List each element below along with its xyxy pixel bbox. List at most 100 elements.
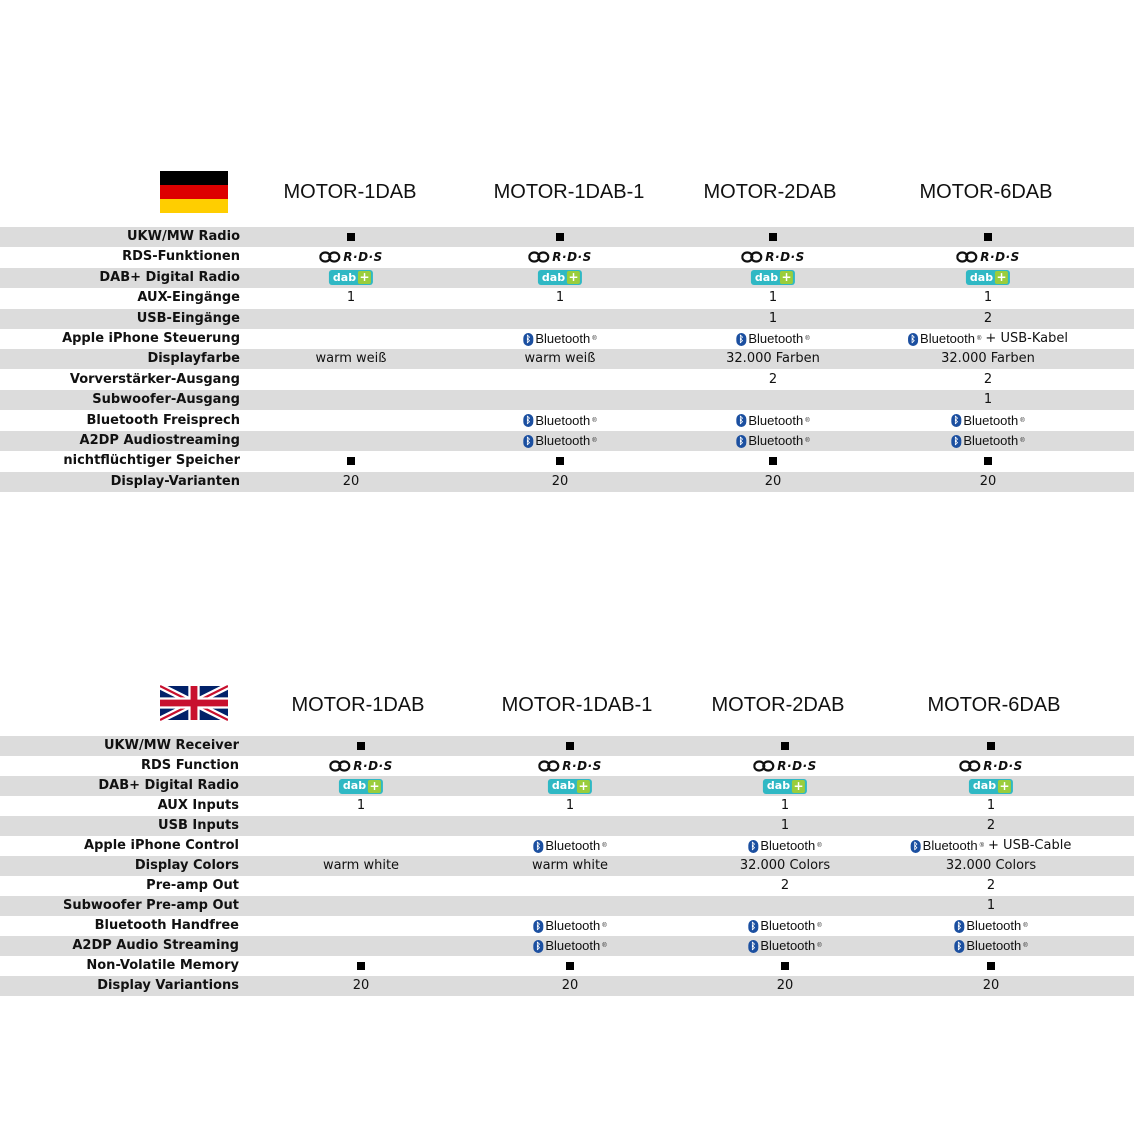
bluetooth-rune-icon: ᛒ — [533, 839, 544, 853]
bluetooth-logo-icon: ᛒ Bluetooth ® — [523, 411, 597, 431]
dab-logo-plus: + — [792, 778, 806, 793]
bluetooth-rune-icon: ᛒ — [736, 332, 747, 346]
rds-logo-text: R·D·S — [980, 250, 1020, 265]
cell-extra-text: + USB-Cable — [988, 838, 1072, 853]
cell-value: 20 — [342, 473, 360, 489]
cell-value: 1 — [565, 798, 575, 813]
bluetooth-rune-icon: ᛒ — [748, 919, 759, 933]
bluetooth-rune-icon: ᛒ — [908, 332, 919, 346]
table-cell: 20 — [765, 472, 782, 492]
bluetooth-rune-icon: ᛒ — [533, 919, 544, 933]
bluetooth-rune-icon: ᛒ — [910, 839, 921, 853]
table-row: RDS Function R·D·S R·D·S R·D·S R·D·S — [0, 756, 1134, 776]
bluetooth-rune-icon: ᛒ — [951, 434, 962, 448]
table-cell — [347, 451, 355, 471]
table-cell: 2 — [781, 876, 789, 896]
bluetooth-logo-icon: ᛒ Bluetooth ® — [951, 431, 1025, 451]
table-cell: 20 — [777, 976, 794, 996]
row-label-box: Subwoofer-Ausgang — [0, 390, 240, 410]
dab-logo-plus: + — [780, 270, 794, 285]
cell-value: 2 — [768, 371, 778, 387]
feature-check-icon — [357, 962, 365, 970]
bluetooth-logo-icon: ᛒ Bluetooth ® — [523, 329, 597, 349]
cell-extra-text: + USB-Kabel — [985, 331, 1068, 346]
row-label-box: Apple iPhone Control — [0, 836, 239, 856]
table-row: USB-Eingänge 1 2 — [0, 308, 1134, 329]
table-cell: ᛒ Bluetooth ® — [951, 411, 1025, 431]
table-cell: ᛒ Bluetooth ® — [954, 936, 1028, 956]
bluetooth-logo-text: Bluetooth — [545, 838, 601, 853]
dab-logo-plus: + — [567, 270, 581, 285]
table-cell: 2 — [984, 370, 992, 390]
dab-logo-plus: + — [998, 778, 1012, 793]
table-cell: ᛒ Bluetooth ® — [736, 329, 810, 349]
bluetooth-logo-text: Bluetooth — [545, 938, 601, 953]
feature-check-icon — [347, 233, 355, 241]
table-cell: 1 — [347, 288, 355, 308]
row-label: Bluetooth Freisprech — [86, 412, 240, 428]
table-cell: 20 — [980, 472, 997, 492]
row-label: Bluetooth Handfree — [94, 918, 239, 933]
table-row: A2DP Audio Streaming ᛒ Bluetooth ® ᛒ Bluetoot… — [0, 936, 1134, 956]
table-cell: 32.000 Colors — [740, 856, 830, 876]
bluetooth-logo-icon: ᛒ Bluetooth ® — [910, 836, 984, 856]
row-label-box: UKW/MW Receiver — [0, 736, 239, 756]
dab-logo-text: dab — [969, 270, 994, 284]
dab-plus-logo-icon: dab + — [328, 270, 374, 286]
table-cell: 20 — [343, 472, 360, 492]
bluetooth-rune-icon: ᛒ — [523, 434, 534, 448]
feature-check-icon — [987, 742, 995, 750]
row-label-box: UKW/MW Radio — [0, 227, 240, 247]
bluetooth-rune-icon: ᛒ — [954, 939, 965, 953]
table-cell: 2 — [987, 816, 995, 836]
row-label-box: USB-Eingänge — [0, 309, 240, 329]
bluetooth-logo-text: Bluetooth — [966, 918, 1022, 933]
bluetooth-logo-text: Bluetooth — [545, 918, 601, 933]
table-cell: warm white — [323, 856, 399, 876]
row-label: DAB+ Digital Radio — [98, 778, 239, 793]
table-row: DAB+ Digital Radio dab + dab + dab + dab + — [0, 776, 1134, 796]
row-label-box: RDS Function — [0, 756, 239, 776]
table-cell: ᛒ Bluetooth ® — [748, 836, 822, 856]
table-cell: dab + — [965, 268, 1011, 288]
table-cell: ᛒ Bluetooth ® — [736, 431, 810, 451]
dab-plus-logo-icon: dab + — [968, 778, 1014, 794]
table-cell — [987, 956, 995, 976]
rds-logo-icon: R·D·S — [741, 247, 804, 267]
cell-value: 2 — [983, 310, 993, 326]
dab-plus-logo-icon: dab + — [537, 270, 583, 286]
dab-logo-text: dab — [332, 270, 357, 284]
bluetooth-rune-icon: ᛒ — [954, 919, 965, 933]
bluetooth-logo-icon: ᛒ Bluetooth ® — [523, 431, 597, 451]
table-cell — [984, 227, 992, 247]
feature-check-icon — [566, 962, 574, 970]
cell-value: 20 — [764, 473, 782, 489]
table-cell — [769, 451, 777, 471]
row-label: UKW/MW Radio — [127, 229, 240, 244]
cell-value: 20 — [551, 473, 569, 489]
germany-flag-icon — [160, 171, 228, 217]
cell-value: 2 — [986, 878, 996, 893]
rds-logo-text: R·D·S — [552, 250, 592, 265]
bluetooth-logo-icon: ᛒ Bluetooth ® — [533, 836, 607, 856]
feature-check-icon — [556, 233, 564, 241]
cell-value: 1 — [555, 290, 565, 306]
table-row: Display Colors warm white warm white 32.000… — [0, 856, 1134, 876]
row-label: AUX Inputs — [157, 798, 239, 813]
feature-check-icon — [769, 457, 777, 466]
bluetooth-rune-icon: ᛒ — [736, 414, 747, 428]
dab-logo-plus: + — [368, 778, 382, 793]
table-cell: ᛒ Bluetooth ® — [748, 916, 822, 936]
feature-check-icon — [347, 457, 355, 466]
rds-logo-icon: R·D·S — [329, 756, 392, 776]
bluetooth-rune-icon: ᛒ — [523, 414, 534, 428]
row-label: Apple iPhone Control — [84, 838, 239, 853]
table-cell: ᛒ Bluetooth ® — [748, 936, 822, 956]
table-cell: ᛒ Bluetooth ® — [951, 431, 1025, 451]
table-cell — [566, 956, 574, 976]
dab-logo-text: dab — [551, 779, 576, 792]
bluetooth-logo-text: Bluetooth — [920, 331, 975, 346]
table-cell: warm weiß — [316, 349, 387, 369]
bluetooth-logo-text: Bluetooth — [748, 331, 804, 346]
cell-value: 32.000 Colors — [945, 858, 1037, 873]
